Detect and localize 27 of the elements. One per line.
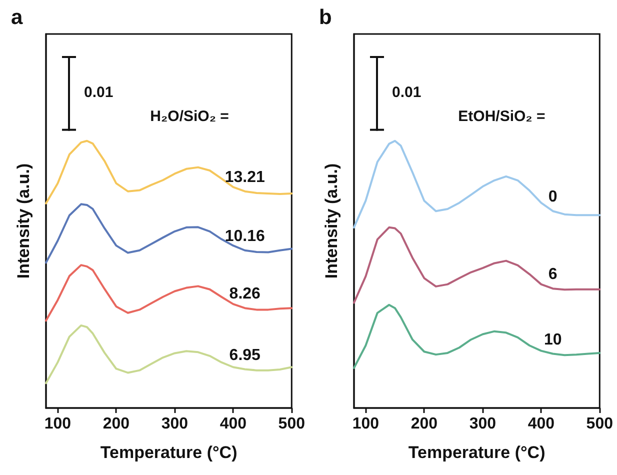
series-label: 6 [548,266,558,284]
text: 0.01 [392,84,422,101]
text: 0.01 [84,84,114,101]
y-axis-title: Intensity (a.u.) [322,163,341,279]
chart-title: b [319,6,332,29]
y-axis-title: Intensity (a.u.) [14,163,33,279]
series-label: 10 [544,331,562,348]
series-label: 8.26 [229,286,261,303]
series-label: 10.16 [224,228,265,245]
series-label: 13.21 [224,168,265,186]
x-tick-label: 400 [528,416,555,432]
x-tick-label: 100 [352,416,380,432]
x-tick-label: 100 [44,416,72,432]
series-label: 0 [548,188,558,206]
x-tick-label: 500 [278,416,306,432]
x-tick-label: 400 [220,416,247,432]
series-label: 6.95 [229,346,261,364]
legend-title: H₂O/SiO₂ = [150,108,230,125]
x-tick-label: 300 [161,416,188,432]
x-tick-label: 300 [469,416,496,432]
x-tick-label: 200 [102,416,130,432]
chart-title: a [11,6,23,29]
x-axis-title: Temperature (°C) [100,443,238,462]
x-tick-label: 200 [410,416,438,432]
x-axis-title: Temperature (°C) [408,443,546,462]
x-tick-label: 500 [586,416,614,432]
legend-title: EtOH/SiO₂ = [458,108,546,125]
